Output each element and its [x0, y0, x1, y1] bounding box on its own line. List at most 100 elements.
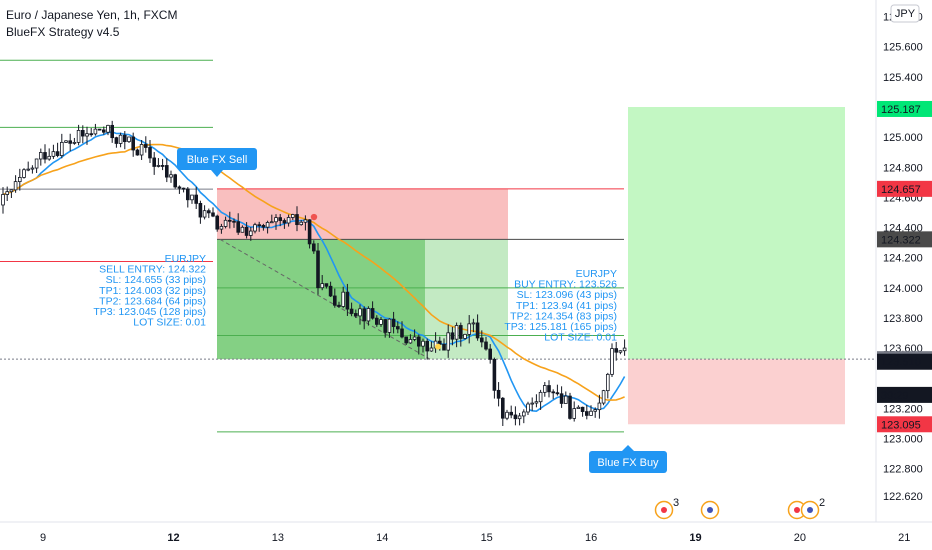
time-tick-label: 13 [272, 532, 284, 544]
candle-body [39, 152, 43, 160]
candle-body [585, 411, 589, 416]
candle-body [114, 137, 119, 144]
candle-body [618, 350, 623, 353]
price-tick-label: 125.400 [883, 72, 923, 84]
candle-body [76, 129, 81, 143]
fast-moving-average-line [2, 131, 626, 413]
price-tag-bg [877, 353, 932, 370]
price-tag: 123.510 [877, 353, 932, 370]
candle-body [324, 283, 329, 287]
candle-body [9, 189, 14, 193]
candle-body [320, 283, 324, 289]
calendar-event-badge-count: 3 [673, 497, 679, 509]
candle-body [17, 177, 22, 183]
candle-body [181, 187, 186, 190]
candle-body [530, 402, 534, 405]
candle-body [547, 385, 551, 393]
candle-body [223, 219, 228, 227]
candle-body [185, 188, 190, 201]
candle-body [26, 168, 30, 171]
price-tag-label: 124.657 [881, 184, 921, 196]
time-tick-label: 16 [585, 532, 597, 544]
sell-signal-tag-bg[interactable] [177, 148, 257, 170]
candle-body [601, 390, 606, 404]
candle-body [496, 389, 501, 399]
calendar-event-badge-dot [794, 507, 800, 513]
buy-signal-info-line: SL: 123.096 (43 pips) [517, 289, 617, 301]
candle-body [404, 336, 408, 344]
candle-body [471, 322, 476, 325]
candle-body [429, 347, 434, 352]
candle-body [131, 136, 136, 151]
candle-body [479, 337, 484, 343]
candle-body [341, 291, 345, 307]
currency-button-bg[interactable] [890, 4, 920, 23]
candle-body [257, 224, 261, 227]
candle-body [1, 194, 5, 206]
sell-signal-info-line: SL: 124.655 (33 pips) [106, 274, 206, 286]
indicator-label: BlueFX Strategy v4.5 [6, 25, 120, 39]
buy-signal-info-line: BUY ENTRY: 123.526 [514, 279, 617, 291]
candle-body [412, 336, 417, 340]
sell-take-profit-zone [217, 239, 425, 360]
calendar-event-badge[interactable]: 2 [800, 497, 826, 520]
price-tick-label: 122.800 [883, 464, 923, 476]
buy-signal-info-line: TP2: 124.354 (83 pips) [510, 310, 617, 322]
candle-body [337, 304, 341, 307]
candle-body [572, 408, 576, 419]
calendar-event-badge-dot [661, 507, 667, 513]
price-tick-label: 123.000 [883, 434, 923, 446]
candle-body [47, 155, 51, 160]
sell-signal-info-line: EURJPY [165, 253, 206, 265]
buy-signal-tag-bg[interactable] [589, 451, 667, 473]
price-tag-label: 125.187 [881, 104, 921, 116]
candle-body [328, 285, 333, 297]
candle-body [274, 217, 278, 223]
candle-body [194, 194, 199, 204]
candle-body [416, 336, 421, 347]
candle-body [177, 186, 182, 189]
candle-body [484, 341, 488, 350]
price-tag: 125.187 [877, 100, 932, 117]
price-tag: 124.657 [877, 180, 932, 197]
candle-body [311, 243, 316, 252]
time-tick-label: 19 [689, 532, 701, 544]
price-tag-label: 123.095 [881, 419, 921, 431]
candle-body [282, 220, 287, 224]
candle-body [316, 250, 320, 289]
candle-body [543, 385, 547, 393]
calendar-event-badge[interactable] [700, 500, 720, 520]
calendar-event-badge[interactable]: 3 [654, 497, 680, 520]
candle-body [93, 128, 98, 135]
price-tag-bg [877, 180, 932, 197]
calendar-event-badge-dot [707, 507, 713, 513]
candle-body [353, 313, 358, 317]
candle-body [219, 226, 224, 230]
candle-body [290, 214, 295, 218]
candle-body [576, 406, 581, 410]
price-tag-bg [877, 100, 932, 117]
sell-signal-tag[interactable]: Blue FX Sell [177, 148, 257, 177]
candle-body [606, 373, 610, 392]
price-tag-bg [877, 231, 932, 248]
candle-body [580, 406, 585, 412]
currency-button[interactable]: JPY [890, 4, 920, 23]
candle-body [500, 397, 505, 419]
candle-body [64, 140, 68, 143]
candle-body [156, 165, 161, 167]
buy-signal-info-line: TP3: 125.181 (165 pips) [504, 321, 617, 333]
buy-signal-tag[interactable]: Blue FX Buy [589, 445, 667, 473]
candle-body [450, 332, 455, 340]
sell-signal-info-line: LOT SIZE: 0.01 [133, 317, 206, 329]
candle-body [463, 333, 467, 339]
candle-body [509, 411, 513, 416]
sell-signal-info-line: SELL ENTRY: 124.322 [99, 264, 206, 276]
candle-body [408, 339, 413, 344]
candle-body [454, 325, 459, 340]
candle-body [395, 326, 400, 330]
candle-body [135, 149, 140, 156]
candle-body [89, 133, 94, 136]
candle-body [169, 174, 173, 178]
candle-body [85, 133, 89, 137]
